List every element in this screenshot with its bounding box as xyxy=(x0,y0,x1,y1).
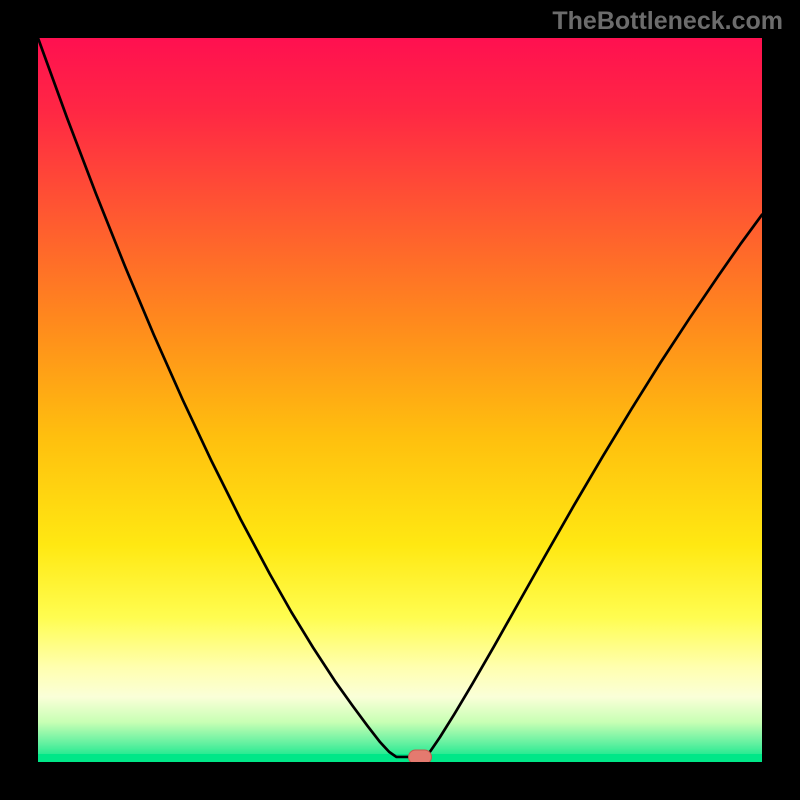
plot-area xyxy=(38,38,762,762)
bottleneck-curve xyxy=(38,38,762,762)
watermark-label: TheBottleneck.com xyxy=(552,7,783,36)
optimum-marker xyxy=(408,749,432,762)
